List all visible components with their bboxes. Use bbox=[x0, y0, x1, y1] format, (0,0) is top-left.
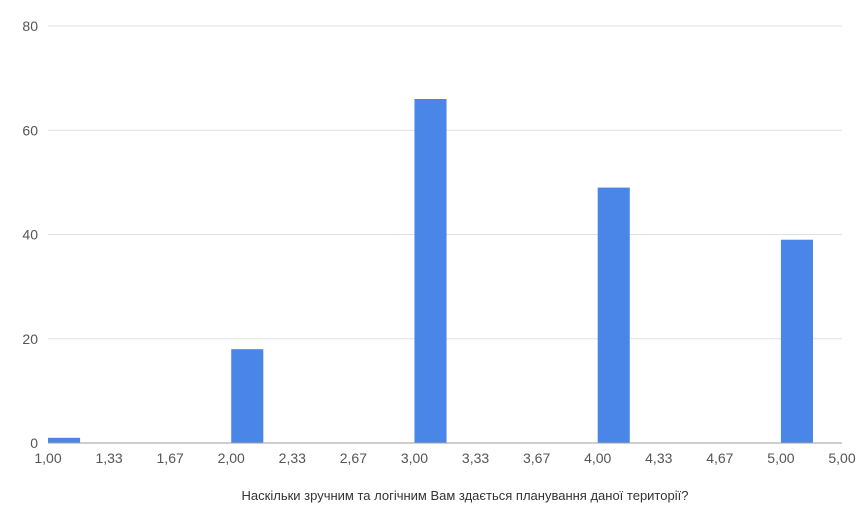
bar-5-00 bbox=[780, 239, 813, 443]
bar-1-00 bbox=[48, 437, 81, 443]
x-tick-label: 3,67 bbox=[523, 450, 550, 466]
x-tick-label: 1,67 bbox=[157, 450, 184, 466]
x-tick-label: 5,00 bbox=[828, 450, 855, 466]
y-tick-label: 20 bbox=[22, 331, 38, 347]
x-tick-label: 1,33 bbox=[95, 450, 122, 466]
bar-4-00 bbox=[597, 187, 630, 443]
x-tick-label: 3,33 bbox=[462, 450, 489, 466]
y-tick-label: 80 bbox=[22, 18, 38, 34]
x-tick-label: 2,33 bbox=[279, 450, 306, 466]
y-tick-label: 0 bbox=[30, 435, 38, 451]
x-axis-title: Наскільки зручним та логічним Вам здаєть… bbox=[242, 488, 689, 503]
bar-2-00 bbox=[231, 349, 264, 443]
x-tick-label: 4,67 bbox=[706, 450, 733, 466]
bars bbox=[48, 98, 813, 443]
bar-3-00 bbox=[414, 98, 447, 443]
x-tick-label: 5,00 bbox=[767, 450, 794, 466]
y-axis-tick-labels: 0 20 40 60 80 bbox=[22, 18, 38, 451]
y-tick-label: 40 bbox=[22, 227, 38, 243]
x-tick-label: 4,00 bbox=[584, 450, 611, 466]
x-axis-tick-labels: 1,00 1,33 1,67 2,00 2,33 2,67 3,00 3,33 3,67 4,00… bbox=[34, 450, 855, 466]
x-tick-label: 3,00 bbox=[401, 450, 428, 466]
x-tick-label: 1,00 bbox=[34, 450, 61, 466]
x-tick-label: 2,67 bbox=[340, 450, 367, 466]
y-tick-label: 60 bbox=[22, 122, 38, 138]
x-tick-label: 2,00 bbox=[218, 450, 245, 466]
x-tick-label: 4,33 bbox=[645, 450, 672, 466]
